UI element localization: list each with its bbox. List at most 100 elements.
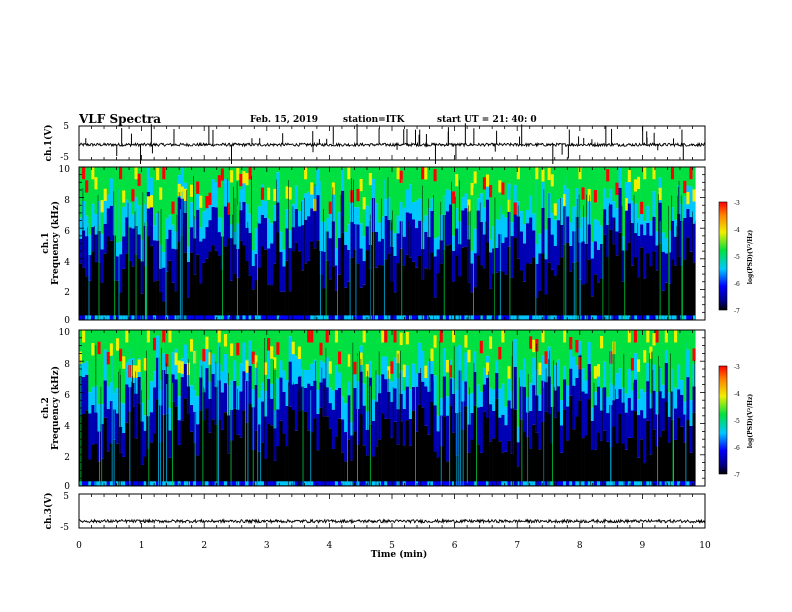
ch2-spectrogram-cell — [270, 398, 274, 426]
ch1-spectrogram-cell — [433, 238, 437, 257]
ch2-spectrogram-image — [79, 330, 705, 486]
ch1-spectrogram-cell — [507, 246, 511, 320]
ch2-spectrogram-hotspot — [143, 358, 148, 371]
ch2-spectrogram-lowband — [470, 481, 474, 486]
ch2-spectrogram-cell — [304, 387, 308, 412]
ch2-spectrogram-cell — [436, 415, 441, 432]
ch2-spectrogram-cell — [168, 457, 172, 486]
ch1-spectrogram-hotspot — [122, 190, 126, 203]
ch2-spectrogram-cell — [424, 330, 428, 370]
ch2-spectrogram-lowband — [137, 481, 141, 486]
ch2-spectrogram-cell — [223, 412, 228, 486]
ch2-spectrogram-cell — [559, 400, 564, 426]
ch1-spectrogram-cell — [445, 189, 450, 212]
ch2-spectrogram-cell — [226, 330, 231, 386]
ch1-spectrogram-cell — [461, 197, 465, 211]
ch1-spectrogram-cell — [189, 167, 194, 203]
ch2-spectrogram-cell — [196, 396, 200, 425]
ch2-spectrogram-cell — [125, 362, 129, 385]
ch2-spectrogram-lowband — [371, 481, 376, 486]
ch2-spectrogram-lowband — [119, 481, 123, 486]
ch2-spectrogram-cell — [670, 330, 675, 370]
ch2-spectrogram-lowband — [334, 481, 339, 486]
ch1-spectrogram-cell — [547, 217, 551, 263]
ch2-spectrogram-cell — [627, 369, 632, 399]
ch1-spectrogram-cell — [402, 236, 407, 266]
ch2-spectrogram-cell — [600, 440, 604, 486]
ch1-spectrogram-lowband — [593, 315, 598, 320]
ch2-spectrogram-cell — [473, 351, 478, 372]
ch1-spectrogram-cell — [137, 234, 141, 259]
ch1-spectrogram-hotspot — [587, 189, 592, 202]
ch1-spectrogram-cell — [137, 258, 141, 320]
ch1-spectrogram-lowband — [547, 315, 551, 320]
ch2-spectrogram-cell — [587, 330, 592, 343]
ch2-spectrogram-lowband — [489, 481, 493, 486]
ch2-spectrogram-lowband — [82, 481, 86, 486]
ch1-spectrogram-cell — [374, 167, 379, 204]
ch1-spectrogram-cell — [646, 222, 650, 254]
ch2-spectrogram-cell — [300, 330, 305, 370]
ch1-spectrogram-lowband — [316, 315, 320, 320]
xtick-0: 0 — [76, 541, 82, 551]
ch1-spectrogram-lowband — [374, 315, 379, 320]
ch1-spectrogram-cell — [109, 240, 114, 320]
ch2-spectrogram-cell — [356, 444, 360, 486]
ch2-spectrogram-cell — [482, 411, 487, 486]
ch2-spectrogram-cell — [217, 380, 222, 420]
ch2-spectrogram-cell — [242, 410, 246, 486]
ch2-spectrogram-cell — [140, 421, 145, 465]
ch1-spectrogram-cell — [680, 167, 684, 204]
ch2-spectrogram-cell — [529, 383, 533, 412]
ch1-spectrogram-lowband — [285, 315, 289, 320]
ch1-spectrogram-blank — [695, 167, 705, 320]
ch2-spectrogram-cell — [294, 330, 299, 357]
ch1-spectrogram-lowband — [365, 315, 370, 320]
ch1-spectrogram-lowband — [396, 315, 400, 320]
ch1-spectrogram-cell — [661, 290, 666, 320]
ch1-spectrogram-cell — [168, 260, 172, 320]
ch2-spectrogram-cell — [686, 330, 690, 350]
ch1-spectrogram-hotspot — [593, 190, 598, 203]
ch2-spectrogram-lowband — [504, 481, 508, 486]
ch2-spectrogram-cell — [119, 452, 123, 486]
ch1-spectrogram-cell — [248, 275, 252, 320]
ch1-spectrogram-cell — [245, 260, 249, 320]
ch1-spectrogram-cell — [254, 167, 259, 229]
ch1-spectrogram-lowband — [643, 315, 647, 320]
ch1-spectrogram-cell — [285, 228, 289, 261]
ch2-spectrogram-cell — [109, 382, 114, 401]
ch2-spectrogram-cell — [171, 401, 175, 486]
ch2-spectrogram-cell — [652, 429, 656, 486]
ch1-spectrogram-hotspot — [627, 169, 632, 183]
ch2-spectrogram-cell — [337, 330, 342, 373]
ch1-spectrogram-cell — [165, 218, 169, 239]
cb2-tick-m5: -5 — [734, 418, 740, 425]
ch1-spectrogram-cell — [226, 167, 231, 181]
ch1-spectrogram-lowband — [291, 315, 296, 320]
ch1-spectrogram-cell — [399, 248, 404, 320]
ch2-spectrogram-hotspot — [578, 357, 582, 370]
ch2-spectrogram-cell — [618, 389, 622, 414]
ch1-spectrogram-cell — [297, 226, 302, 252]
ch1-spectrogram-cell — [140, 293, 145, 320]
ch2-spectrogram-cell — [134, 393, 138, 439]
ch1-spectrogram-hotspot — [368, 172, 373, 186]
ch1-spectrogram-cell — [353, 249, 357, 320]
ch2-spectrogram-cell — [504, 451, 508, 486]
ch1-spectrogram-cell — [686, 208, 690, 238]
ch1-spectrogram-cell — [270, 285, 274, 320]
ch2-spectrogram-hotspot — [307, 330, 311, 343]
ch1-spectrogram-cell — [116, 280, 120, 320]
ch1-spectrogram-cell — [495, 247, 499, 273]
ch1-spectrogram-cell — [254, 253, 259, 281]
ch2-spectrogram-cell — [322, 330, 326, 363]
cb1-tick-m4: -4 — [734, 227, 740, 234]
ch1-spectrogram-cell — [239, 240, 243, 320]
ch1-spectrogram-hotspot — [535, 167, 539, 180]
ch2-spectrogram-cell — [270, 425, 274, 486]
ch1-spectrogram-cell — [448, 204, 453, 245]
ch1-spectrogram-cell — [291, 167, 296, 205]
ch2-spectrogram-cell — [285, 405, 289, 447]
ch2-spectrogram-cell — [513, 339, 518, 367]
